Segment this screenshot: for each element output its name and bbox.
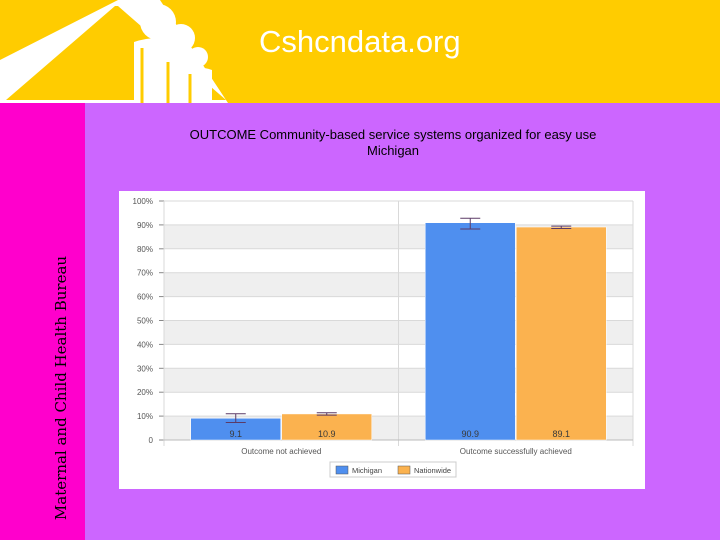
legend-box — [329, 461, 457, 478]
header-banner: Cshcndata.org — [0, 0, 720, 103]
y-tick-label: 70% — [137, 269, 153, 278]
chart-panel: 0 10% 20% 30% 40% 50% 60% 70% 80% 90% 100% 9.1 10.9 O… — [119, 191, 645, 489]
x-category-label: Outcome successfully achieved — [460, 447, 572, 456]
legend-swatch — [335, 465, 349, 475]
legend-label: Nationwide — [414, 466, 451, 475]
y-tick-label: 100% — [133, 197, 153, 206]
bar-michigan — [425, 222, 516, 441]
x-category-label: Outcome not achieved — [241, 447, 321, 456]
y-tick-label: 10% — [137, 412, 153, 421]
data-label: 89.1 — [552, 429, 570, 439]
y-tick-label: 0 — [149, 436, 154, 445]
data-label: 10.9 — [318, 429, 336, 439]
side-label: Maternal and Child Health Bureau — [52, 255, 70, 521]
data-label: 90.9 — [461, 429, 479, 439]
y-tick-label: 80% — [137, 245, 153, 254]
y-tick-label: 60% — [137, 293, 153, 302]
y-tick-label: 20% — [137, 388, 153, 397]
site-title: Cshcndata.org — [259, 24, 461, 59]
y-tick-label: 30% — [137, 364, 153, 373]
legend-label: Michigan — [352, 466, 382, 475]
y-tick-label: 40% — [137, 340, 153, 349]
bar-chart: 0 10% 20% 30% 40% 50% 60% 70% 80% 90% 100% 9.1 10.9 O… — [133, 197, 634, 478]
chart-titles: OUTCOME Community-based service systems … — [150, 127, 636, 159]
y-tick-label: 90% — [137, 221, 153, 230]
bar-nationwide — [516, 226, 607, 441]
family-logo-icon — [0, 0, 228, 103]
data-label: 9.1 — [229, 429, 242, 439]
bar-nationwide — [281, 413, 372, 441]
chart-title: OUTCOME Community-based service systems … — [189, 127, 597, 142]
chart-subtitle: Michigan — [366, 143, 420, 158]
legend-swatch — [397, 465, 411, 475]
side-band — [0, 103, 85, 540]
y-tick-label: 50% — [137, 317, 153, 326]
